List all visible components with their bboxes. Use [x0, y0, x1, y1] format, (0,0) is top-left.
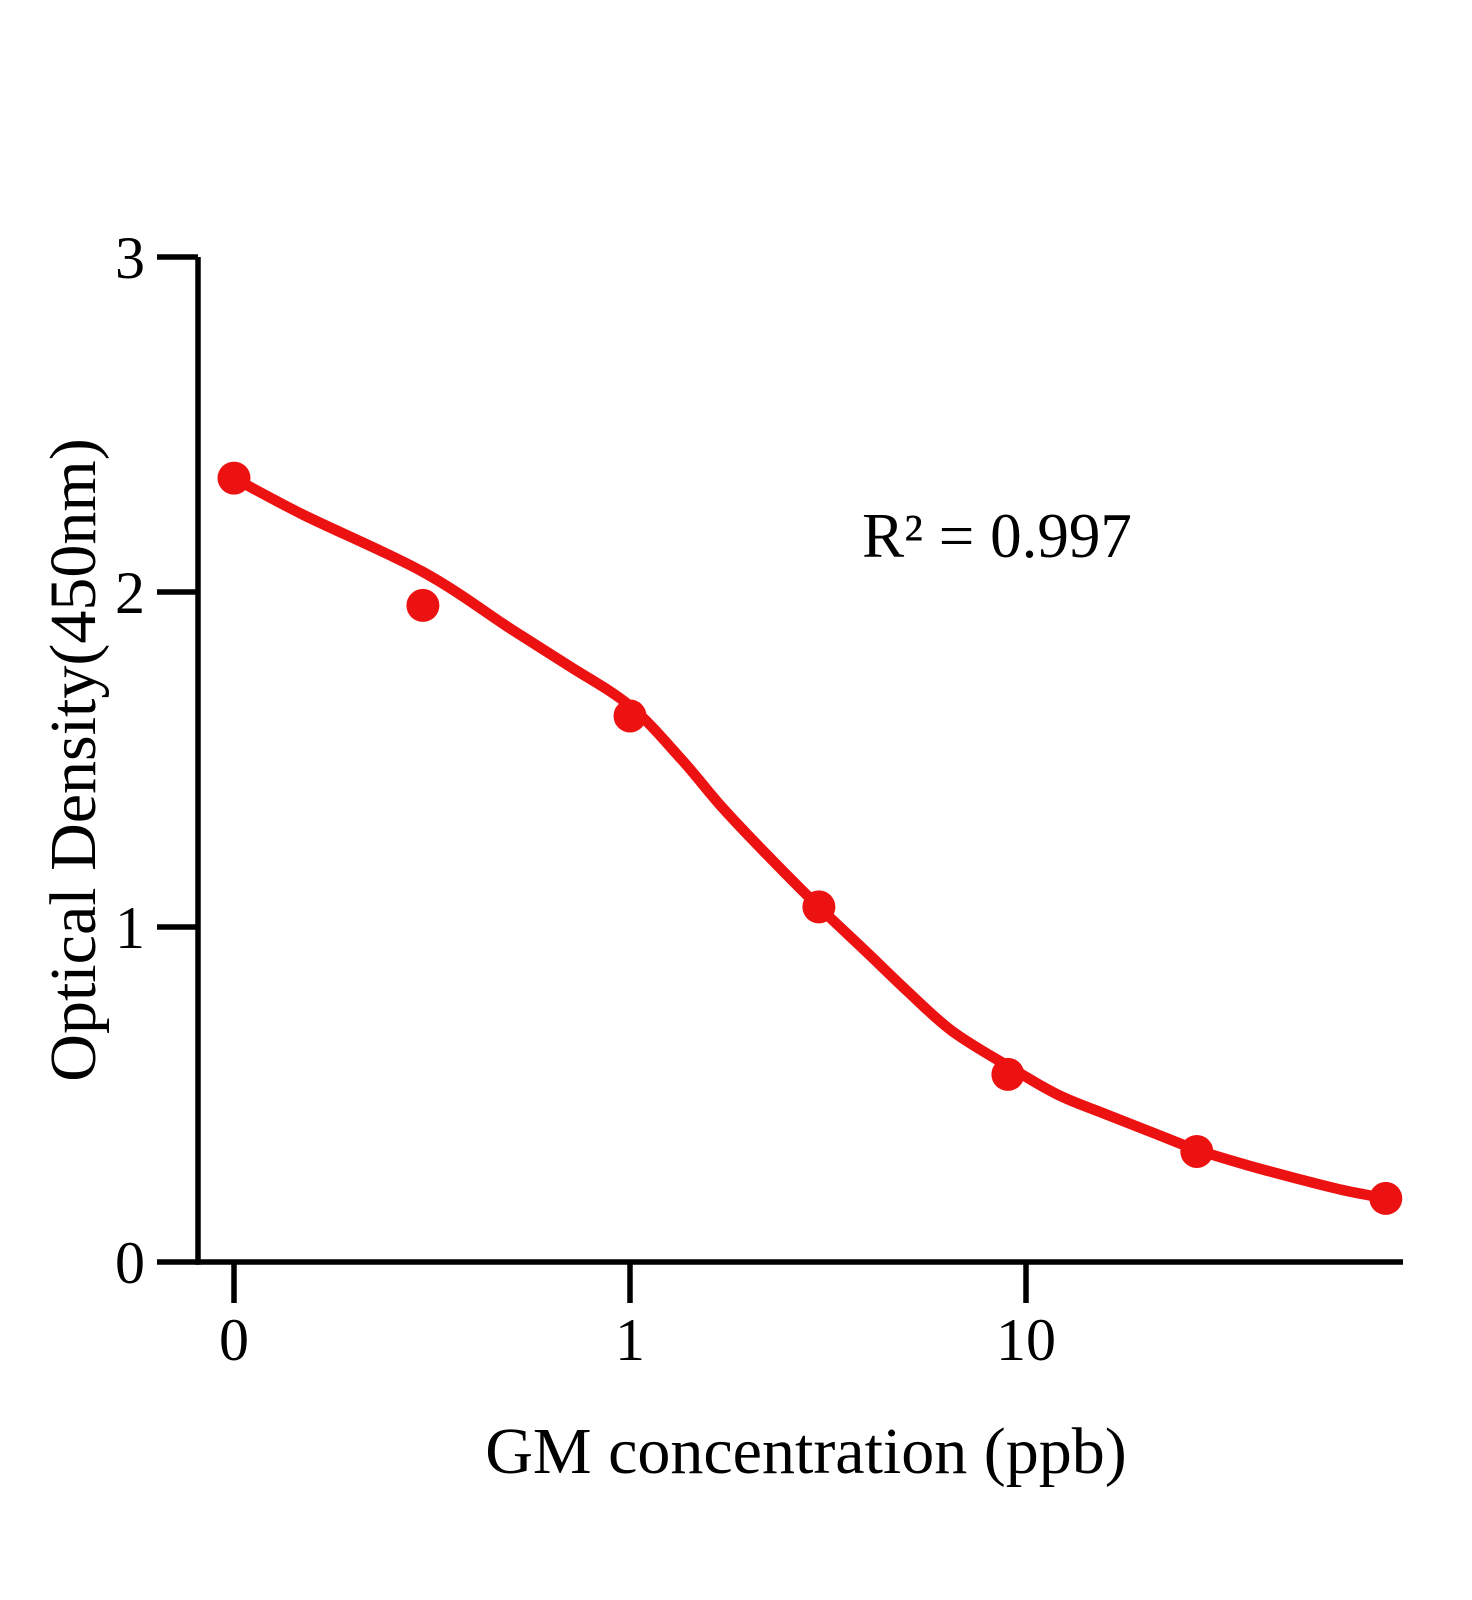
x-axis-title: GM concentration (ppb)	[485, 1415, 1126, 1488]
axes-layer: 0 1 2 3 0 1 10	[115, 225, 1403, 1373]
data-point	[802, 890, 836, 924]
fit-curve	[228, 472, 1392, 1204]
data-point	[406, 588, 440, 622]
y-axis-title: Optical Density(450nm)	[37, 438, 110, 1081]
y-tick-label: 1	[115, 895, 145, 961]
x-tick-label: 10	[996, 1307, 1056, 1373]
data-point	[217, 461, 251, 495]
x-tick-label: 0	[219, 1307, 249, 1373]
data-point	[991, 1057, 1025, 1091]
y-tick-label: 0	[115, 1230, 145, 1296]
data-point	[613, 699, 647, 733]
y-tick-label: 2	[115, 560, 145, 626]
data-point	[1180, 1135, 1214, 1168]
r-squared-annotation: R² = 0.997	[862, 501, 1132, 571]
plot-layer	[217, 461, 1403, 1215]
y-tick-label: 3	[115, 225, 145, 291]
data-point	[1369, 1181, 1403, 1215]
x-tick-label: 1	[615, 1307, 645, 1373]
